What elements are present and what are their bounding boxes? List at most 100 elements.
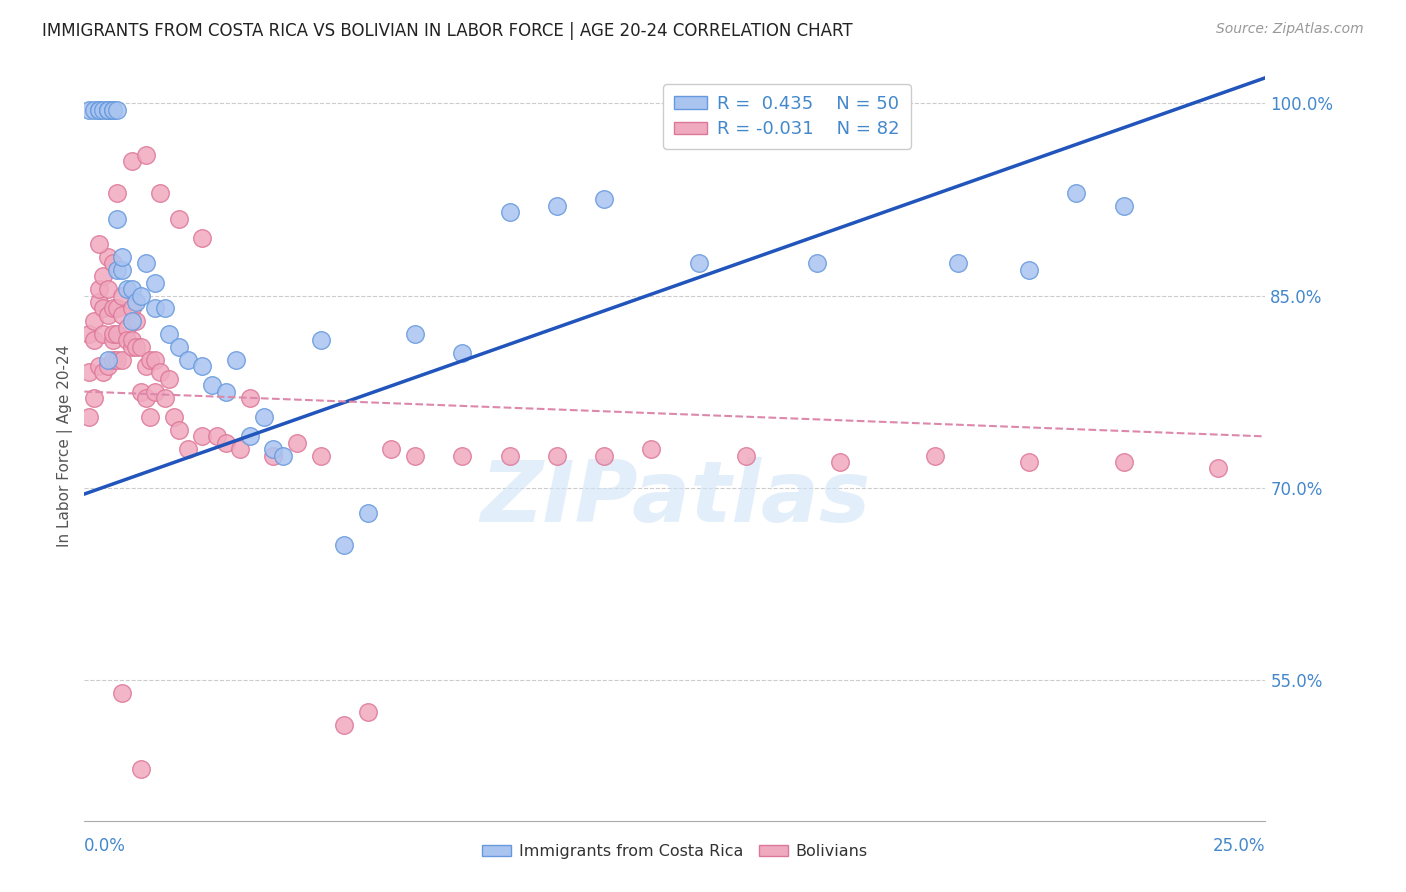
Point [107,326,129,341]
Point [101,334,124,348]
Point [333,538,356,552]
Point [129,763,152,777]
Point [107,301,129,316]
Point [191,359,214,373]
Point [1066,186,1088,200]
Point [225,352,247,367]
Point [111,288,134,302]
Legend: Immigrants from Costa Rica, Bolivians: Immigrants from Costa Rica, Bolivians [475,838,875,865]
Point [101,103,124,117]
Point [77,103,100,117]
Point [1112,455,1135,469]
Point [309,449,332,463]
Point [111,308,134,322]
Point [77,326,100,341]
Point [333,717,356,731]
Point [111,685,134,699]
Point [107,211,129,226]
Point [129,340,152,354]
Point [83,314,105,328]
Point [121,340,143,354]
Point [91,326,114,341]
Point [143,352,166,367]
Point [97,103,120,117]
Point [239,429,262,443]
Point [135,391,157,405]
Point [593,193,616,207]
Point [143,301,166,316]
Point [121,301,143,316]
Point [271,449,294,463]
Point [1018,455,1040,469]
Text: 0.0%: 0.0% [84,837,127,855]
Point [121,154,143,169]
Point [87,282,110,296]
Point [201,378,224,392]
Point [87,294,110,309]
Point [97,250,120,264]
Point [115,282,138,296]
Point [309,334,332,348]
Text: IMMIGRANTS FROM COSTA RICA VS BOLIVIAN IN LABOR FORCE | AGE 20-24 CORRELATION CH: IMMIGRANTS FROM COSTA RICA VS BOLIVIAN I… [42,22,853,40]
Point [97,103,120,117]
Point [83,103,105,117]
Point [111,250,134,264]
Point [167,423,190,437]
Point [87,103,110,117]
Point [125,314,148,328]
Point [830,455,852,469]
Point [107,186,129,200]
Point [91,103,114,117]
Point [83,391,105,405]
Text: Source: ZipAtlas.com: Source: ZipAtlas.com [1216,22,1364,37]
Point [87,359,110,373]
Point [380,442,402,457]
Point [239,391,262,405]
Point [101,326,124,341]
Point [451,449,474,463]
Point [91,269,114,284]
Point [101,352,124,367]
Point [404,449,426,463]
Point [191,429,214,443]
Point [121,314,143,328]
Point [149,186,172,200]
Point [229,442,252,457]
Point [593,449,616,463]
Point [97,308,120,322]
Point [97,352,120,367]
Point [1206,461,1229,475]
Point [135,256,157,270]
Point [498,449,520,463]
Point [262,449,284,463]
Point [107,263,129,277]
Point [357,705,380,719]
Point [111,263,134,277]
Point [688,256,710,270]
Point [121,334,143,348]
Point [157,372,180,386]
Point [357,506,380,520]
Point [91,365,114,379]
Point [139,410,162,425]
Point [215,435,238,450]
Point [163,410,186,425]
Point [87,103,110,117]
Point [806,256,828,270]
Point [404,326,426,341]
Point [101,301,124,316]
Point [546,199,568,213]
Point [285,435,308,450]
Point [87,237,110,252]
Point [205,429,228,443]
Point [121,282,143,296]
Point [924,449,946,463]
Point [177,442,200,457]
Point [498,205,520,219]
Point [734,449,756,463]
Point [546,449,568,463]
Point [97,282,120,296]
Point [262,442,284,457]
Point [101,103,124,117]
Point [125,340,148,354]
